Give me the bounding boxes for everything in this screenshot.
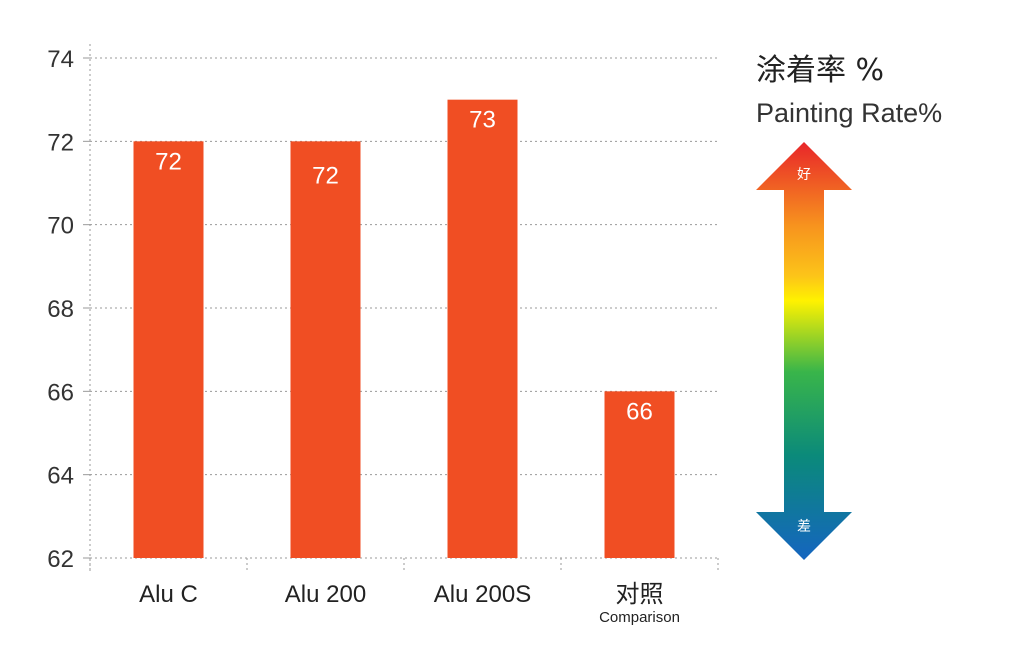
bad-label: 差 (797, 519, 811, 535)
good-label: 好 (797, 167, 811, 183)
data-label: 73 (469, 107, 496, 134)
data-label: 72 (155, 148, 182, 175)
y-tick-label: 62 (47, 546, 74, 573)
data-label: 66 (626, 398, 653, 425)
quality-arrow-icon (756, 142, 852, 560)
legend: 涂着率 % Painting Rate% 好 差 (756, 53, 942, 560)
x-tick-label: 对照 (616, 581, 664, 608)
legend-title: 涂着率 % (756, 53, 884, 88)
data-label: 72 (312, 162, 339, 189)
bars (133, 99, 675, 559)
y-tick-label: 68 (47, 296, 74, 323)
bar (133, 141, 204, 559)
y-tick-label: 74 (47, 46, 74, 73)
bar (604, 391, 675, 558)
bar (290, 141, 361, 559)
y-tick-label: 64 (47, 463, 74, 490)
x-tick-label: Alu C (139, 581, 198, 608)
x-tick-label: Alu 200 (285, 581, 366, 608)
x-tick-sublabel: Comparison (599, 609, 680, 626)
x-tick-label: Alu 200S (434, 581, 531, 608)
bar (447, 99, 518, 559)
y-tick-label: 66 (47, 379, 74, 406)
y-tick-label: 72 (47, 129, 74, 156)
legend-subtitle: Painting Rate% (756, 98, 942, 128)
y-tick-label: 70 (47, 213, 74, 240)
axes: 62 64 66 68 70 72 74 (47, 44, 719, 573)
